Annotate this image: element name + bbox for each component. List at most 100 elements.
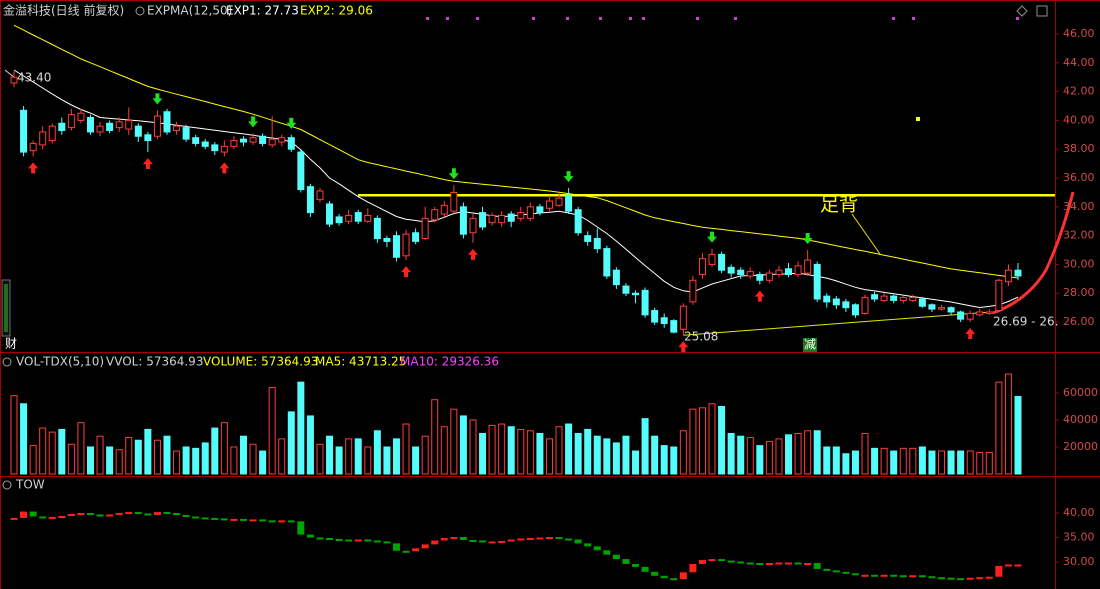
buy-arrow [678, 341, 689, 353]
tow-block [96, 514, 104, 517]
tow-block [249, 519, 257, 522]
y-tick-label: 40000 [1063, 413, 1098, 426]
tow-block [526, 538, 534, 541]
candle-body [96, 125, 104, 133]
tow-block [584, 543, 592, 547]
candle-body [182, 127, 190, 140]
tow-block [431, 540, 439, 545]
tow-block [39, 516, 47, 519]
candle-body [153, 115, 161, 137]
candle-body [326, 203, 334, 225]
candle-body [125, 119, 133, 130]
tow-block [479, 540, 487, 543]
annotation: 足背 [820, 194, 858, 216]
tow-block [383, 541, 391, 544]
candle-body [832, 298, 840, 306]
volume-bar [928, 450, 936, 475]
tow-block [861, 574, 869, 577]
candle-body [651, 310, 659, 323]
tow-block [335, 539, 343, 541]
volume-bar [995, 381, 1003, 475]
volume-bar [326, 435, 334, 475]
tow-block [928, 576, 936, 579]
tow-block [67, 514, 75, 517]
tow-block [660, 575, 668, 579]
candle-body [278, 137, 286, 143]
tow-block [450, 537, 458, 540]
volume-bar [909, 447, 917, 475]
event-dot [892, 17, 895, 20]
volume-bar [698, 407, 706, 475]
tow-block [756, 563, 764, 566]
candle-body [966, 312, 974, 320]
tow-block [746, 562, 754, 565]
candle-body [804, 259, 812, 274]
candle-body [230, 140, 238, 147]
candle-body [20, 109, 28, 153]
volume-bar [153, 439, 161, 475]
sell-arrow [563, 171, 574, 183]
volume-bar [268, 387, 276, 475]
candle-body [10, 76, 18, 84]
candle-body [603, 248, 611, 277]
scrollbar[interactable] [1, 279, 11, 337]
volume-bar [622, 435, 630, 475]
tow-block [536, 537, 544, 540]
candle-body [249, 137, 257, 143]
buy-arrow [965, 328, 976, 340]
tow-block [804, 563, 812, 566]
annotation-pointer [4, 69, 16, 79]
tow-block [1014, 564, 1022, 567]
volume-bar [632, 450, 640, 475]
tow-block [785, 562, 793, 565]
volume-bar [278, 438, 286, 475]
candle-body [297, 151, 305, 191]
tow-block [144, 513, 152, 516]
volume-bar [459, 415, 467, 475]
volume-bar [383, 446, 391, 475]
y-tick-label: 20000 [1063, 440, 1098, 453]
candle-body [794, 265, 802, 276]
indicator-icon[interactable] [2, 480, 12, 490]
candle-body [431, 209, 439, 221]
candle-body [163, 111, 171, 133]
candle-body [488, 214, 496, 224]
candle-body [727, 266, 735, 274]
candle-body [813, 263, 821, 300]
candle-body [775, 269, 783, 276]
volume-bar [182, 446, 190, 475]
volume-bar [58, 428, 66, 475]
y-tick-label: 30.00 [1063, 257, 1095, 270]
scrollbar-thumb[interactable] [4, 284, 8, 332]
trend-line [683, 311, 990, 336]
volume-bar [804, 430, 812, 475]
volume-bar [86, 446, 94, 475]
tow-block [995, 565, 1003, 577]
tow-block [947, 577, 955, 580]
candle-body [440, 204, 448, 215]
candle-body [737, 269, 745, 276]
tow-block [593, 546, 601, 551]
volume-bar [335, 446, 343, 475]
tow-block [469, 539, 477, 542]
tow-block [402, 550, 410, 553]
volume-bar [479, 432, 487, 475]
toolbar-icon[interactable] [1036, 5, 1048, 17]
tow-block [1004, 564, 1012, 567]
indicator-icon[interactable] [2, 357, 12, 367]
volume-bar [545, 438, 553, 475]
tow-block [871, 574, 879, 577]
tow-block [708, 559, 716, 562]
candle-body [173, 125, 181, 131]
volume-bar [670, 446, 678, 475]
tow-block [163, 512, 171, 515]
toolbar-icon[interactable] [1016, 5, 1028, 17]
indicator-icon[interactable] [135, 6, 145, 16]
volume-bar [746, 437, 754, 475]
tow-block [10, 517, 18, 520]
candle-body [134, 125, 142, 137]
candle-body [517, 212, 525, 219]
candle-body [450, 191, 458, 212]
volume-bar [918, 446, 926, 475]
marker-dot [916, 117, 920, 121]
